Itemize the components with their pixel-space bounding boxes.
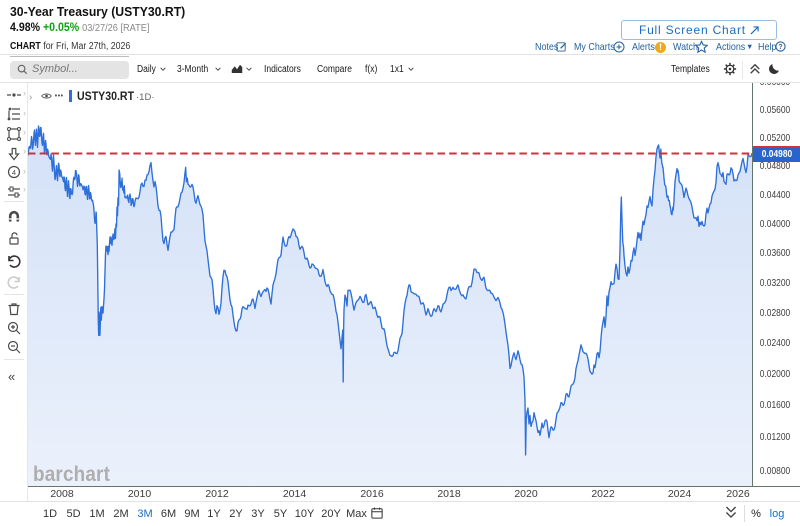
svg-text:4: 4 bbox=[12, 168, 16, 177]
svg-text:?: ? bbox=[778, 44, 782, 51]
